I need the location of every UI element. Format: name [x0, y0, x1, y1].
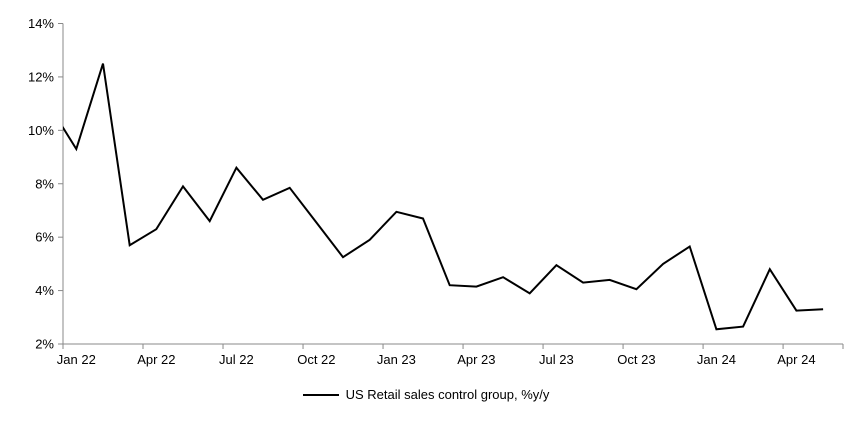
x-tick-label: Apr 22 — [137, 352, 175, 367]
y-tick-label: 2% — [35, 337, 54, 352]
data-line-us-retail-control — [63, 63, 824, 331]
y-tick-label: 4% — [35, 283, 54, 298]
x-tick-label: Oct 22 — [297, 352, 335, 367]
x-tick-label: Jan 24 — [697, 352, 736, 367]
y-tick-label: 12% — [28, 69, 54, 84]
x-tick-label: Oct 23 — [617, 352, 655, 367]
y-tick-label: 6% — [35, 230, 54, 245]
legend-line-sample — [302, 393, 339, 396]
x-tick-label: Jul 22 — [219, 352, 254, 367]
x-tick-label: Jan 22 — [57, 352, 96, 367]
x-tick-label: Jul 23 — [539, 352, 574, 367]
y-tick-label: 8% — [35, 176, 54, 191]
y-tick-label: 14% — [28, 16, 54, 31]
x-tick-label: Apr 23 — [457, 352, 495, 367]
x-tick-label: Apr 24 — [777, 352, 815, 367]
x-tick-label: Jan 23 — [377, 352, 416, 367]
y-tick-label: 10% — [28, 123, 54, 138]
legend-label: US Retail sales control group, %y/y — [345, 387, 550, 402]
chart-legend: US Retail sales control group, %y/y — [0, 387, 852, 402]
